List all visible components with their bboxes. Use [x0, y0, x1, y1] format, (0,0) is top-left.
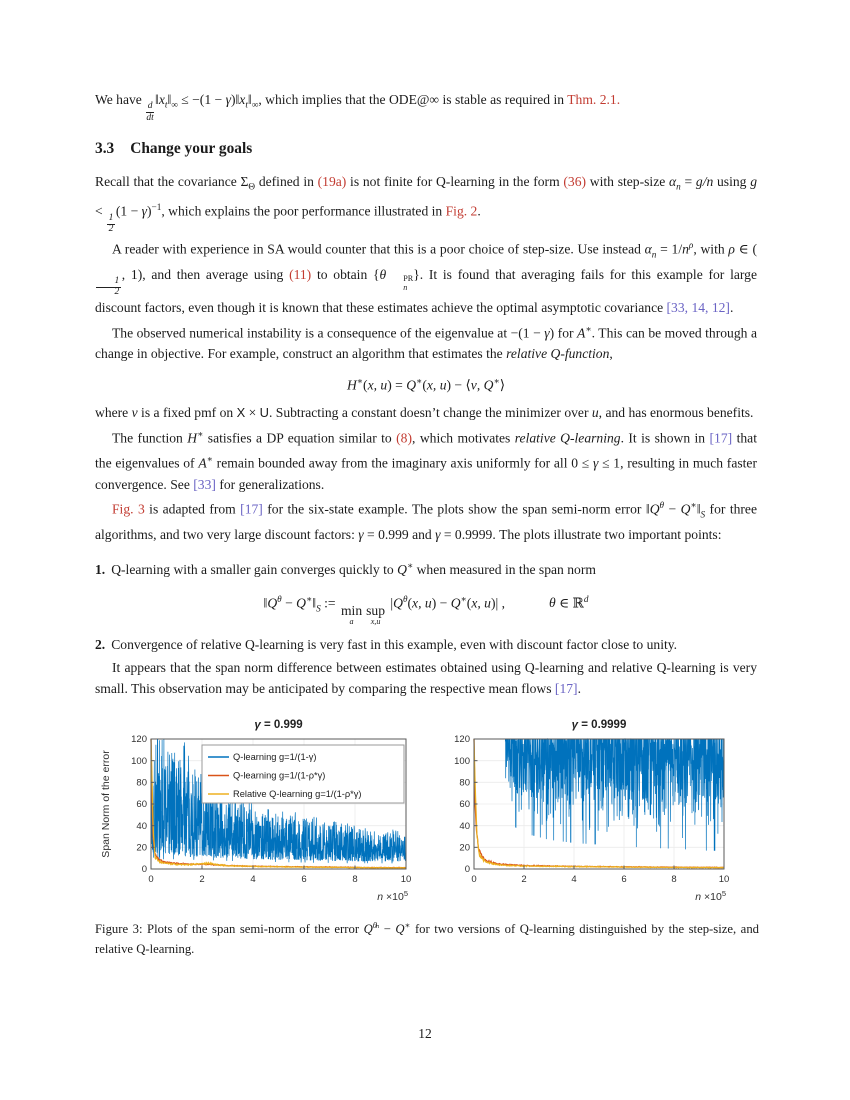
ref-link[interactable]: Fig. 2 [445, 203, 478, 219]
intro-paragraph: We have d dt ‖xt‖∞ ≤ −(1 − γ)‖xt‖∞, which … [95, 92, 621, 123]
cite-link[interactable]: [17] [240, 501, 263, 517]
svg-text:8: 8 [352, 874, 357, 885]
svg-text:20: 20 [136, 843, 147, 854]
cite-link[interactable]: [33, 14, 12] [666, 299, 730, 315]
svg-text:100: 100 [131, 756, 147, 767]
paragraph: Fig. 3 is adapted from [17] for the six-… [95, 500, 757, 543]
paragraph: A reader with experience in SA would cou… [95, 239, 757, 315]
svg-text:10: 10 [401, 874, 412, 885]
section-title: Change your goals [130, 140, 253, 158]
svg-text:60: 60 [136, 799, 147, 810]
svg-text:4: 4 [250, 874, 255, 885]
svg-text:80: 80 [136, 778, 147, 789]
svg-text:120: 120 [131, 734, 147, 745]
cite-link[interactable]: [17] [554, 681, 578, 697]
svg-text:40: 40 [459, 821, 470, 832]
list-item-2: 2. Convergence of relative Q-learning is … [95, 637, 678, 653]
paragraph: The observed numerical instability is a … [95, 323, 757, 362]
ref-link[interactable]: Thm. 2.1. [567, 92, 621, 107]
paragraph: where ν is a fixed pmf on X × U. Subtrac… [95, 405, 754, 421]
svg-text:2: 2 [199, 874, 204, 885]
ref-link[interactable]: Fig. 3 [112, 501, 145, 517]
svg-text:0: 0 [471, 874, 476, 885]
svg-text:0: 0 [465, 864, 470, 875]
caption-label: Figure 3: [95, 922, 143, 937]
svg-text:80: 80 [459, 778, 470, 789]
svg-text:γ = 0.999: γ = 0.999 [254, 719, 302, 731]
paragraph: The function H∗ satisfies a DP equation … [95, 428, 757, 492]
cite-link[interactable]: [33] [193, 476, 216, 492]
section-heading: 3.3 Change your goals [95, 139, 757, 160]
ref-link[interactable]: (11) [289, 266, 312, 282]
figure-caption: Figure 3: Plots of the span semi-norm of… [95, 920, 760, 956]
figure-3: 0 2 4 6 8 10 0 20 40 60 80 100 120 γ = 0.999 Span Norm… [98, 712, 758, 912]
svg-text:6: 6 [621, 874, 626, 885]
svg-text:n ×105: n ×105 [377, 889, 408, 903]
svg-text:γ = 0.9999: γ = 0.9999 [572, 719, 627, 731]
svg-text:6: 6 [301, 874, 306, 885]
svg-text:Relative Q-learning g=1/(1-ρ*γ: Relative Q-learning g=1/(1-ρ*γ) [233, 789, 362, 799]
svg-text:0: 0 [148, 874, 153, 885]
svg-text:0: 0 [142, 864, 147, 875]
svg-text:20: 20 [459, 843, 470, 854]
svg-text:40: 40 [136, 821, 147, 832]
item-number: 1. [95, 561, 106, 577]
svg-text:Span Norm of the error: Span Norm of the error [100, 750, 112, 858]
svg-text:8: 8 [671, 874, 676, 885]
ref-link[interactable]: (19a) [317, 173, 347, 189]
svg-text:n ×105: n ×105 [695, 889, 726, 903]
svg-text:4: 4 [571, 874, 576, 885]
section-number: 3.3 [95, 140, 115, 158]
svg-text:2: 2 [521, 874, 526, 885]
svg-text:10: 10 [719, 874, 730, 885]
svg-text:100: 100 [454, 756, 470, 767]
list-item-1: 1. Q-learning with a smaller gain converg… [95, 560, 596, 577]
page-number: 12 [418, 1026, 432, 1041]
svg-text:Q-learning g=1/(1-γ): Q-learning g=1/(1-γ) [233, 752, 316, 762]
paragraph: Recall that the covariance ΣΘ defined in… [95, 173, 758, 235]
ref-link[interactable]: (36) [563, 173, 587, 189]
equation-span-norm: ‖Qθ − Q∗‖S := min a sup x,u |Qθ(x, u) − Q∗(… [263, 593, 589, 626]
ref-link[interactable]: (8) [396, 430, 413, 446]
svg-text:60: 60 [459, 799, 470, 810]
svg-text:120: 120 [454, 734, 470, 745]
paragraph: It appears that the span norm difference… [95, 660, 757, 697]
item-number: 2. [95, 637, 106, 653]
body-text: We have d dt ‖xt‖∞ ≤ −(1 − γ)‖xt‖∞, which … [95, 90, 757, 700]
cite-link[interactable]: [17] [709, 430, 733, 446]
svg-text:Q-learning g=1/(1-ρ*γ): Q-learning g=1/(1-ρ*γ) [233, 771, 325, 781]
equation-relative-q: H∗(x, u) = Q∗(x, u) − ⟨ν, Q∗⟩ [346, 375, 506, 393]
